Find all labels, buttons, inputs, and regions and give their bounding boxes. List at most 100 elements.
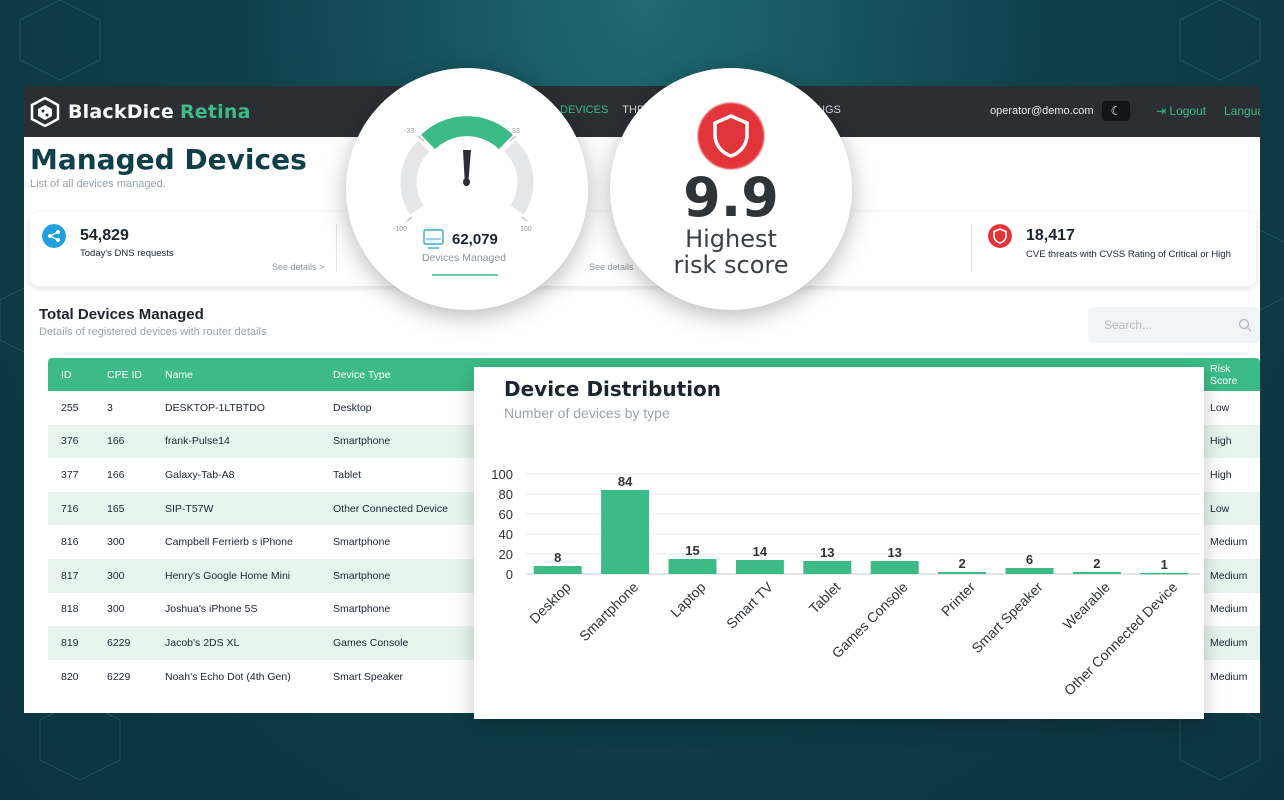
y-tick-label: 60: [499, 507, 513, 522]
highest-risk-value: 9.9: [683, 166, 779, 229]
gauge-tick-label: 33: [512, 128, 520, 135]
cell-cpe-id: 6229: [107, 670, 131, 683]
table-row[interactable]: 377 166 Galaxy-Tab-A8 Tablet High: [48, 458, 1260, 492]
cell-risk-score: Medium: [1210, 569, 1248, 582]
column-header-name[interactable]: Name: [165, 368, 194, 381]
gauge-chart: -33 33 -100 100 62,079 Devices Managed: [393, 116, 534, 276]
page-title: Managed Devices: [30, 143, 307, 176]
logout-link[interactable]: ⇥ Logout: [1156, 104, 1207, 118]
cell-name: Joshua's iPhone 5S: [165, 603, 258, 616]
cell-risk-score: Medium: [1210, 670, 1248, 683]
cell-name: Noah's Echo Dot (4th Gen): [165, 670, 291, 683]
bar-laptop[interactable]: [668, 559, 717, 574]
table-section-title: Total Devices Managed: [39, 306, 204, 323]
x-category-label: Tablet: [806, 579, 844, 617]
gauge-tick-label: -33: [404, 128, 414, 135]
x-category-label: Smart Speaker: [968, 579, 1046, 657]
logout-icon: ⇥: [1156, 104, 1167, 118]
moon-icon: ☾: [1110, 104, 1122, 118]
cell-name: frank-Pulse14: [165, 435, 230, 448]
x-category-label: Smartphone: [576, 579, 641, 644]
device-distribution-panel: 0 20 40 60 80 100 8 Desktop 84 Smartphone 15 Laptop…: [474, 367, 1204, 719]
cell-cpe-id: 300: [107, 569, 125, 582]
cell-device-type: Tablet: [333, 468, 362, 481]
bar-value-label: 15: [685, 543, 699, 558]
cell-cpe-id: 3: [107, 401, 113, 414]
language-selector[interactable]: Langua: [1224, 104, 1260, 118]
dark-mode-toggle[interactable]: ☾: [1102, 101, 1130, 121]
dns-see-details-link[interactable]: See details >: [272, 262, 325, 272]
bar-smart-speaker[interactable]: [1005, 568, 1054, 574]
devices-gauge-bubble: -33 33 -100 100 62,079 Devices Managed: [346, 68, 588, 310]
table-row[interactable]: 818 300 Joshua's iPhone 5S Smartphone Medium: [48, 593, 1260, 627]
cell-id: 818: [61, 603, 79, 616]
cell-name: Henry's Google Home Mini: [165, 569, 291, 582]
table-row[interactable]: 816 300 Campbell Ferrierb s iPhone Smartpho…: [48, 525, 1260, 559]
shield-icon: [988, 224, 1012, 248]
dns-requests-label: Today's DNS requests: [80, 248, 174, 259]
cell-device-type: Smartphone: [333, 435, 391, 448]
chart-title: Device Distribution: [504, 377, 722, 401]
cell-id: 820: [61, 670, 79, 683]
cell-cpe-id: 166: [107, 435, 125, 448]
nav-item-devices[interactable]: DEVICES: [560, 104, 609, 116]
search-icon: [1238, 318, 1252, 332]
column-header-device-type[interactable]: Device Type: [333, 368, 391, 381]
cell-id: 376: [61, 435, 79, 448]
gauge-tick-label: -100: [393, 226, 407, 233]
cell-name: SIP-T57W: [165, 502, 214, 515]
bar-printer[interactable]: [938, 572, 987, 574]
highest-risk-label: risk score: [673, 251, 788, 279]
bar-wearable[interactable]: [1072, 572, 1121, 574]
cell-name: DESKTOP-1LTBTDO: [165, 401, 265, 414]
bar-value-label: 13: [820, 545, 834, 560]
risk-score-bubble: 9.9 Highest risk score: [610, 68, 852, 310]
highest-risk-label: Highest: [685, 225, 777, 253]
y-tick-label: 20: [499, 547, 513, 562]
bar-value-label: 84: [618, 474, 633, 489]
cell-risk-score: Medium: [1210, 636, 1248, 649]
monitor-icon: [423, 229, 444, 249]
bar-smartphone[interactable]: [601, 490, 650, 574]
middle-see-details-link[interactable]: See details: [589, 262, 634, 272]
bar-value-label: 2: [1093, 556, 1100, 571]
search-input[interactable]: [1088, 307, 1260, 343]
bar-smart-tv[interactable]: [735, 560, 784, 574]
x-category-label: Printer: [938, 579, 979, 620]
user-email: operator@demo.com: [990, 105, 1094, 117]
column-header-risk-score[interactable]: Risk Score: [1210, 362, 1238, 387]
cell-id: 716: [61, 502, 79, 515]
bar-desktop[interactable]: [533, 566, 582, 574]
bar-other-connected-device[interactable]: [1140, 573, 1189, 575]
share-network-icon: [42, 224, 66, 248]
column-header-cpe-id[interactable]: CPE ID: [107, 368, 143, 381]
bar-value-label: 6: [1026, 552, 1033, 567]
column-header-id[interactable]: ID: [61, 368, 72, 381]
bar-games-console[interactable]: [870, 561, 919, 574]
x-category-label: Desktop: [526, 579, 574, 627]
cell-device-type: Desktop: [333, 401, 372, 414]
table-row[interactable]: 255 3 DESKTOP-1LTBTDO Desktop Low: [48, 391, 1260, 425]
table-row[interactable]: 820 6229 Noah's Echo Dot (4th Gen) Smart Sp…: [48, 660, 1260, 694]
cell-id: 817: [61, 569, 79, 582]
cell-id: 255: [61, 401, 79, 414]
bar-tablet[interactable]: [803, 561, 852, 574]
cell-id: 819: [61, 636, 79, 649]
gauge-tick-label: 100: [520, 226, 532, 233]
cell-device-type: Smartphone: [333, 569, 391, 582]
cell-risk-score: Low: [1210, 502, 1230, 515]
cell-device-type: Smartphone: [333, 603, 391, 616]
bar-value-label: 13: [887, 545, 901, 560]
x-category-label: Wearable: [1060, 579, 1114, 633]
bar-value-label: 8: [554, 550, 561, 565]
cell-risk-score: Medium: [1210, 603, 1248, 616]
cell-name: Jacob's 2DS XL: [165, 636, 240, 649]
cve-threats-label: CVE threats with CVSS Rating of Critical…: [1026, 249, 1231, 260]
y-tick-label: 80: [499, 487, 513, 502]
cell-id: 377: [61, 468, 79, 481]
cell-risk-score: High: [1210, 435, 1232, 448]
device-distribution-chart: 0 20 40 60 80 100 8 Desktop 84 Smartphone 15 Laptop…: [491, 467, 1200, 699]
cell-cpe-id: 300: [107, 536, 125, 549]
cell-risk-score: Medium: [1210, 536, 1248, 549]
table-section-subtitle: Details of registered devices with route…: [39, 326, 267, 338]
